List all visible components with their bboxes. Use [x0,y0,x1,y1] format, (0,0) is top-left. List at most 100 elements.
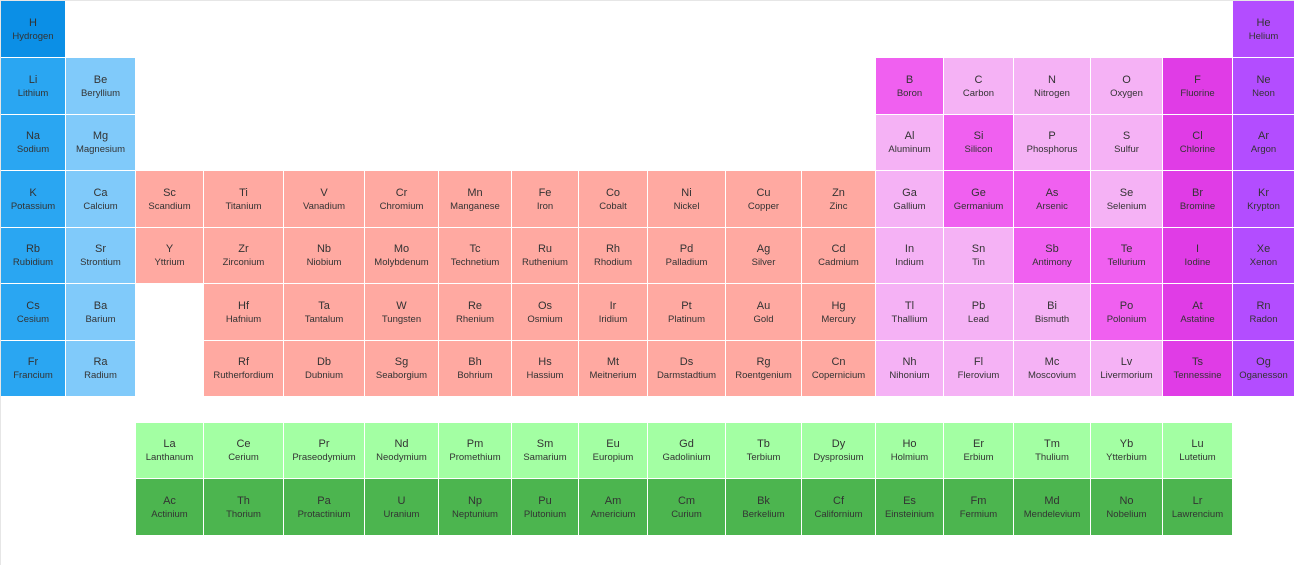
element-silver[interactable]: Ag Silver [726,228,802,284]
element-ruthenium[interactable]: Ru Ruthenium [512,228,579,284]
element-livermorium[interactable]: Lv Livermorium [1091,341,1163,397]
element-astatine[interactable]: At Astatine [1163,284,1233,341]
element-lutetium[interactable]: Lu Lutetium [1163,423,1233,479]
element-magnesium[interactable]: Mg Magnesium [66,115,136,171]
element-cerium[interactable]: Ce Cerium [204,423,284,479]
element-osmium[interactable]: Os Osmium [512,284,579,341]
element-bismuth[interactable]: Bi Bismuth [1014,284,1091,341]
element-germanium[interactable]: Ge Germanium [944,171,1014,228]
element-zinc[interactable]: Zn Zinc [802,171,876,228]
element-molybdenum[interactable]: Mo Molybdenum [365,228,439,284]
element-thulium[interactable]: Tm Thulium [1014,423,1091,479]
element-potassium[interactable]: K Potassium [1,171,66,228]
element-phosphorus[interactable]: P Phosphorus [1014,115,1091,171]
element-moscovium[interactable]: Mc Moscovium [1014,341,1091,397]
element-barium[interactable]: Ba Barium [66,284,136,341]
element-flerovium[interactable]: Fl Flerovium [944,341,1014,397]
element-beryllium[interactable]: Be Beryllium [66,58,136,115]
element-iodine[interactable]: I Iodine [1163,228,1233,284]
element-rubidium[interactable]: Rb Rubidium [1,228,66,284]
element-radon[interactable]: Rn Radon [1233,284,1294,341]
element-palladium[interactable]: Pd Palladium [648,228,726,284]
element-cesium[interactable]: Cs Cesium [1,284,66,341]
element-rhodium[interactable]: Rh Rhodium [579,228,648,284]
element-praseodymium[interactable]: Pr Praseodymium [284,423,365,479]
element-americium[interactable]: Am Americium [579,479,648,536]
element-zirconium[interactable]: Zr Zirconium [204,228,284,284]
element-dubnium[interactable]: Db Dubnium [284,341,365,397]
element-aluminum[interactable]: Al Aluminum [876,115,944,171]
element-hydrogen[interactable]: H Hydrogen [1,1,66,58]
element-xenon[interactable]: Xe Xenon [1233,228,1294,284]
element-boron[interactable]: B Boron [876,58,944,115]
element-nihonium[interactable]: Nh Nihonium [876,341,944,397]
element-platinum[interactable]: Pt Platinum [648,284,726,341]
element-copernicium[interactable]: Cn Copernicium [802,341,876,397]
element-thallium[interactable]: Tl Thallium [876,284,944,341]
element-hafnium[interactable]: Hf Hafnium [204,284,284,341]
element-rhenium[interactable]: Re Rhenium [439,284,512,341]
element-tin[interactable]: Sn Tin [944,228,1014,284]
element-samarium[interactable]: Sm Samarium [512,423,579,479]
element-arsenic[interactable]: As Arsenic [1014,171,1091,228]
element-tantalum[interactable]: Ta Tantalum [284,284,365,341]
element-chromium[interactable]: Cr Chromium [365,171,439,228]
element-fluorine[interactable]: F Fluorine [1163,58,1233,115]
element-polonium[interactable]: Po Polonium [1091,284,1163,341]
element-carbon[interactable]: C Carbon [944,58,1014,115]
element-gallium[interactable]: Ga Gallium [876,171,944,228]
element-terbium[interactable]: Tb Terbium [726,423,802,479]
element-yttrium[interactable]: Y Yttrium [136,228,204,284]
element-tennessine[interactable]: Ts Tennessine [1163,341,1233,397]
element-lanthanum[interactable]: La Lanthanum [136,423,204,479]
element-europium[interactable]: Eu Europium [579,423,648,479]
element-neodymium[interactable]: Nd Neodymium [365,423,439,479]
element-actinium[interactable]: Ac Actinium [136,479,204,536]
element-silicon[interactable]: Si Silicon [944,115,1014,171]
element-uranium[interactable]: U Uranium [365,479,439,536]
element-einsteinium[interactable]: Es Einsteinium [876,479,944,536]
element-indium[interactable]: In Indium [876,228,944,284]
element-chlorine[interactable]: Cl Chlorine [1163,115,1233,171]
element-seaborgium[interactable]: Sg Seaborgium [365,341,439,397]
element-sodium[interactable]: Na Sodium [1,115,66,171]
element-fermium[interactable]: Fm Fermium [944,479,1014,536]
element-strontium[interactable]: Sr Strontium [66,228,136,284]
element-lawrencium[interactable]: Lr Lawrencium [1163,479,1233,536]
element-iridium[interactable]: Ir Iridium [579,284,648,341]
element-gadolinium[interactable]: Gd Gadolinium [648,423,726,479]
element-curium[interactable]: Cm Curium [648,479,726,536]
element-oxygen[interactable]: O Oxygen [1091,58,1163,115]
element-mendelevium[interactable]: Md Mendelevium [1014,479,1091,536]
element-manganese[interactable]: Mn Manganese [439,171,512,228]
element-scandium[interactable]: Sc Scandium [136,171,204,228]
element-argon[interactable]: Ar Argon [1233,115,1294,171]
element-selenium[interactable]: Se Selenium [1091,171,1163,228]
element-calcium[interactable]: Ca Calcium [66,171,136,228]
element-plutonium[interactable]: Pu Plutonium [512,479,579,536]
element-titanium[interactable]: Ti Titanium [204,171,284,228]
element-neptunium[interactable]: Np Neptunium [439,479,512,536]
element-technetium[interactable]: Tc Technetium [439,228,512,284]
element-lead[interactable]: Pb Lead [944,284,1014,341]
element-vanadium[interactable]: V Vanadium [284,171,365,228]
element-lithium[interactable]: Li Lithium [1,58,66,115]
element-holmium[interactable]: Ho Holmium [876,423,944,479]
element-sulfur[interactable]: S Sulfur [1091,115,1163,171]
element-nobelium[interactable]: No Nobelium [1091,479,1163,536]
element-antimony[interactable]: Sb Antimony [1014,228,1091,284]
element-darmstadtium[interactable]: Ds Darmstadtium [648,341,726,397]
element-californium[interactable]: Cf Californium [802,479,876,536]
element-thorium[interactable]: Th Thorium [204,479,284,536]
element-oganesson[interactable]: Og Oganesson [1233,341,1294,397]
element-bohrium[interactable]: Bh Bohrium [439,341,512,397]
element-rutherfordium[interactable]: Rf Rutherfordium [204,341,284,397]
element-mercury[interactable]: Hg Mercury [802,284,876,341]
element-helium[interactable]: He Helium [1233,1,1294,58]
element-cadmium[interactable]: Cd Cadmium [802,228,876,284]
element-francium[interactable]: Fr Francium [1,341,66,397]
element-ytterbium[interactable]: Yb Ytterbium [1091,423,1163,479]
element-niobium[interactable]: Nb Niobium [284,228,365,284]
element-copper[interactable]: Cu Copper [726,171,802,228]
element-cobalt[interactable]: Co Cobalt [579,171,648,228]
